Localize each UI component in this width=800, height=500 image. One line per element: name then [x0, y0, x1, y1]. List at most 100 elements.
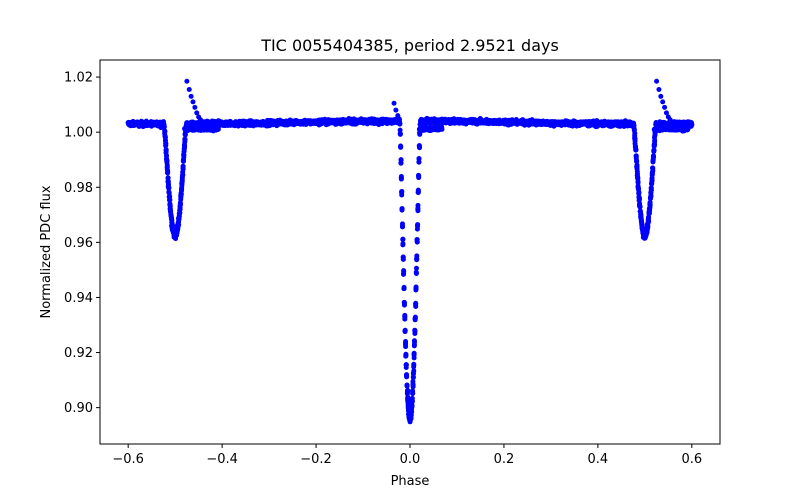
data-point: [648, 194, 654, 200]
data-point: [654, 78, 660, 84]
data-point: [400, 224, 406, 230]
data-point: [413, 265, 419, 271]
data-point: [413, 304, 419, 310]
data-point: [398, 144, 404, 150]
y-tick-label: 1.00: [64, 126, 93, 141]
data-point: [439, 126, 445, 132]
data-point: [167, 193, 173, 199]
data-point: [184, 78, 190, 84]
x-axis: −0.6 −0.4 −0.2 0.0 0.2 0.4 0.6: [112, 444, 702, 467]
x-tick-label: 0.6: [681, 452, 702, 467]
data-point: [417, 145, 423, 151]
data-point: [416, 156, 422, 162]
data-point: [646, 219, 652, 225]
data-point: [398, 175, 404, 181]
data-point: [632, 130, 638, 136]
data-point: [177, 206, 183, 212]
y-tick-label: 0.90: [64, 401, 93, 416]
data-point: [162, 134, 168, 140]
data-point: [410, 379, 416, 385]
data-point: [650, 155, 656, 160]
data-point: [403, 362, 409, 368]
data-point: [635, 178, 641, 184]
data-point: [182, 136, 188, 142]
data-point: [165, 168, 171, 174]
x-tick-label: 0.4: [588, 452, 609, 467]
data-point: [400, 241, 406, 247]
data-point: [186, 86, 192, 92]
data-point: [411, 368, 417, 374]
data-point: [652, 141, 658, 147]
data-point: [403, 353, 409, 359]
data-point: [163, 140, 169, 146]
data-point: [178, 191, 184, 197]
data-point: [640, 224, 646, 230]
data-point: [685, 126, 691, 132]
y-tick-label: 0.98: [64, 181, 93, 196]
y-tick-label: 0.92: [64, 346, 93, 361]
data-point: [414, 239, 420, 245]
data-point: [178, 196, 184, 202]
data-point: [409, 409, 415, 415]
data-point: [651, 147, 657, 153]
data-point: [408, 416, 414, 422]
data-point: [658, 93, 664, 99]
data-point: [634, 163, 640, 169]
data-point: [190, 99, 196, 105]
data-point: [164, 162, 170, 168]
data-point: [637, 196, 643, 202]
data-point: [401, 284, 407, 290]
data-point: [180, 172, 186, 178]
data-point: [410, 374, 416, 380]
data-point: [165, 179, 171, 185]
data-point: [413, 285, 419, 291]
data-point: [410, 384, 416, 390]
data-point: [161, 124, 167, 130]
x-tick-label: 0.2: [494, 452, 515, 467]
data-point: [650, 165, 656, 171]
x-axis-title: Phase: [391, 474, 430, 489]
data-point: [180, 165, 186, 171]
data-point: [395, 113, 401, 119]
data-point: [649, 177, 655, 183]
data-point: [166, 185, 172, 191]
data-point: [163, 147, 169, 153]
data-point: [637, 204, 643, 210]
data-point: [402, 328, 408, 334]
data-point: [633, 147, 639, 153]
data-point: [414, 226, 420, 232]
data-point: [403, 344, 409, 350]
data-point: [411, 342, 417, 348]
data-point: [167, 197, 173, 203]
data-point: [415, 187, 421, 193]
data-point: [416, 173, 422, 179]
data-point: [410, 390, 416, 396]
data-point: [182, 144, 188, 150]
data-point: [416, 159, 422, 165]
data-point: [215, 126, 221, 132]
data-point: [165, 175, 171, 181]
data-point: [179, 179, 185, 185]
data-point: [192, 104, 198, 110]
x-tick-label: −0.6: [112, 452, 144, 467]
data-point: [198, 117, 204, 123]
data-point: [415, 222, 421, 228]
data-point: [644, 229, 650, 235]
y-axis: 0.90 0.92 0.94 0.96 0.98 1.00 1.02: [64, 71, 100, 416]
y-tick-label: 0.96: [64, 236, 93, 251]
data-point: [399, 188, 405, 194]
data-point: [402, 312, 408, 318]
data-point: [411, 355, 417, 361]
data-point: [405, 389, 410, 395]
x-tick-label: −0.4: [206, 452, 238, 467]
data-point: [647, 202, 653, 208]
chart-title: TIC 0055404385, period 2.9521 days: [260, 36, 559, 55]
data-point: [162, 128, 168, 134]
data-point: [397, 131, 403, 137]
y-tick-label: 0.94: [64, 291, 93, 306]
data-point: [405, 399, 411, 405]
data-point: [401, 302, 407, 308]
data-point: [414, 256, 420, 262]
data-point: [194, 110, 200, 116]
